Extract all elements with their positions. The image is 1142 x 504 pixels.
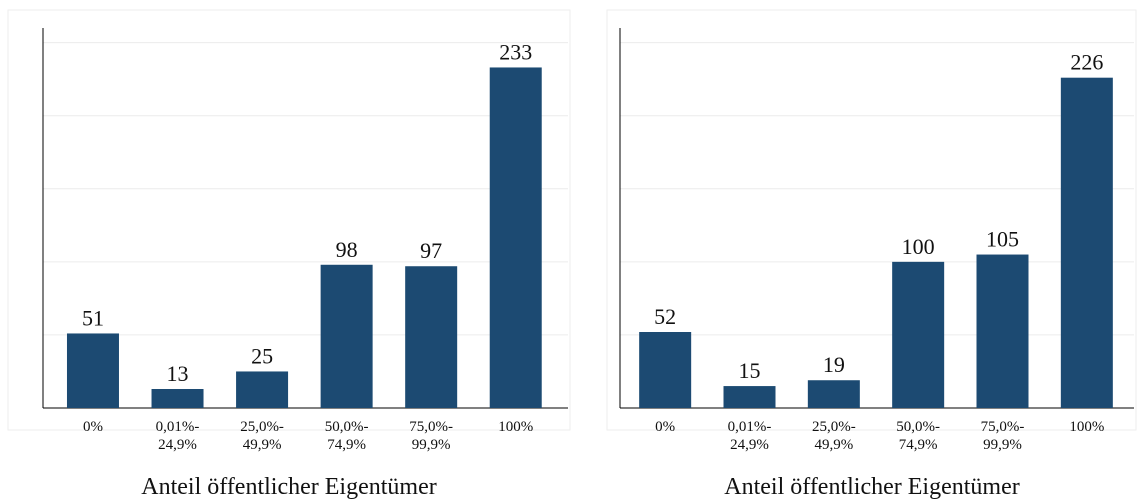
x-axis-title: Anteil öffentlicher Eigentümer <box>141 474 437 500</box>
panel-frame <box>606 9 1137 431</box>
bar <box>807 380 860 408</box>
x-tick-label: 100% <box>498 419 534 435</box>
x-tick-label: 25,0%- 49,9% <box>811 419 856 453</box>
value-label: 15 <box>739 358 761 383</box>
x-tick-label: 50,0%- 74,9% <box>324 419 369 453</box>
x-tick-label: 75,0%- 99,9% <box>980 419 1025 453</box>
value-label: 13 <box>167 361 189 386</box>
value-label: 52 <box>654 304 676 329</box>
bar <box>320 264 373 408</box>
bar <box>66 333 119 408</box>
x-tick-label: 75,0%- 99,9% <box>409 419 454 453</box>
value-label: 105 <box>986 227 1019 252</box>
x-tick-label: 100% <box>1069 419 1105 435</box>
bar <box>236 371 289 408</box>
value-label: 97 <box>420 238 442 263</box>
value-label: 226 <box>1070 50 1103 75</box>
value-label: 51 <box>82 305 104 330</box>
bar <box>639 332 692 408</box>
bar <box>405 266 458 408</box>
bar <box>1060 77 1113 408</box>
x-tick-label: 0,01%- 24,9% <box>727 419 772 453</box>
value-label: 19 <box>823 352 845 377</box>
value-label: 100 <box>902 234 935 259</box>
x-tick-label: 0% <box>82 419 103 435</box>
value-label: 98 <box>336 237 358 262</box>
x-tick-label: 0% <box>655 419 676 435</box>
value-label: 233 <box>499 39 532 64</box>
x-tick-label: 50,0%- 74,9% <box>896 419 941 453</box>
x-tick-label: 25,0%- 49,9% <box>240 419 284 453</box>
x-tick-label: 0,01%- 24,9% <box>155 419 200 453</box>
bar <box>489 67 542 408</box>
x-axis-title: Anteil öffentlicher Eigentümer <box>724 474 1020 500</box>
panel-frame <box>7 9 571 431</box>
value-label: 25 <box>251 343 273 368</box>
bar <box>151 389 204 408</box>
bar <box>976 254 1029 408</box>
bar <box>723 386 776 408</box>
bar <box>892 261 945 408</box>
